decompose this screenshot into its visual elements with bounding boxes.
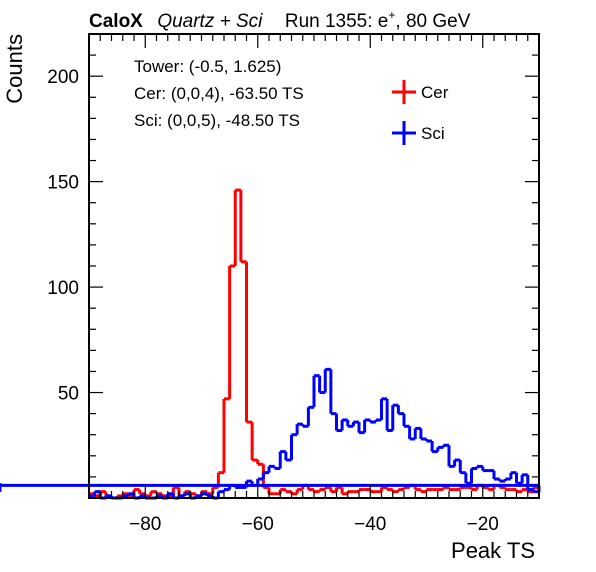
detector-name: Quartz + Sci xyxy=(157,11,263,32)
y-tick-label: 50 xyxy=(58,384,79,405)
tick-layer: −80 −60 −40 −20 50 100 150 200 xyxy=(47,33,540,535)
y-axis-title: Counts xyxy=(2,34,27,104)
cer-info: Cer: (0,0,4), -63.50 TS xyxy=(134,84,304,103)
legend-sci-label: Sci xyxy=(421,124,445,143)
run-label: Run 1355: e xyxy=(285,11,389,32)
legend: Cer Sci xyxy=(392,80,449,145)
chart-header: CaloX Quartz + Sci Run 1355: e+, 80 GeV xyxy=(89,8,471,32)
experiment-name: CaloX xyxy=(89,11,143,32)
legend-cer-label: Cer xyxy=(421,83,449,102)
x-tick-label: −40 xyxy=(354,514,386,535)
legend-entry-sci: Sci xyxy=(392,121,445,145)
y-tick-label: 150 xyxy=(47,173,79,194)
x-tick-label: −80 xyxy=(129,514,161,535)
plot-area xyxy=(89,34,539,498)
y-tick-label: 200 xyxy=(47,67,79,88)
series-cer xyxy=(89,188,539,500)
run-superscript: + xyxy=(388,8,395,22)
y-tick-label: 100 xyxy=(47,278,79,299)
run-energy: , 80 GeV xyxy=(395,11,470,32)
legend-entry-cer: Cer xyxy=(392,80,449,104)
x-tick-label: −20 xyxy=(467,514,499,535)
x-tick-label: −60 xyxy=(242,514,274,535)
tower-info: Tower: (-0.5, 1.625) xyxy=(134,57,281,76)
x-axis-title: Peak TS xyxy=(451,538,535,563)
sci-info: Sci: (0,0,5), -48.50 TS xyxy=(134,111,300,130)
